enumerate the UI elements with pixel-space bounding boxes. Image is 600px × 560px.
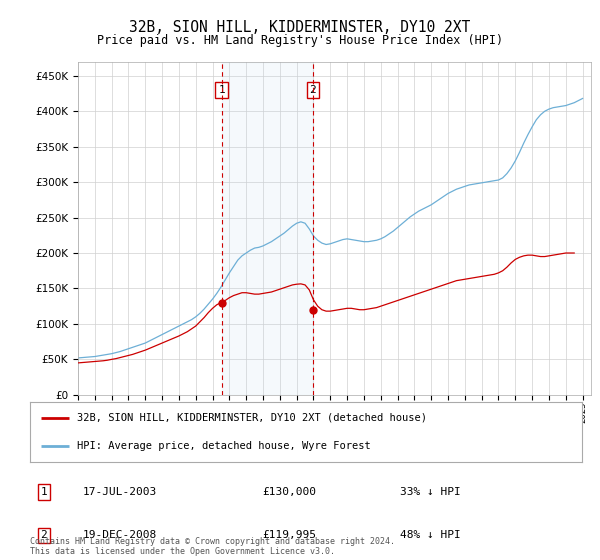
- Text: £119,995: £119,995: [262, 530, 316, 540]
- Bar: [221, 62, 313, 395]
- Text: 17-JUL-2003: 17-JUL-2003: [82, 487, 157, 497]
- Text: Contains HM Land Registry data © Crown copyright and database right 2024.
This d: Contains HM Land Registry data © Crown c…: [30, 536, 395, 556]
- Text: 1: 1: [40, 487, 47, 497]
- Text: 1: 1: [218, 85, 225, 95]
- Text: 2: 2: [310, 85, 316, 95]
- Text: £130,000: £130,000: [262, 487, 316, 497]
- Text: 48% ↓ HPI: 48% ↓ HPI: [400, 530, 461, 540]
- Text: Price paid vs. HM Land Registry's House Price Index (HPI): Price paid vs. HM Land Registry's House …: [97, 34, 503, 46]
- Text: 33% ↓ HPI: 33% ↓ HPI: [400, 487, 461, 497]
- Text: 32B, SION HILL, KIDDERMINSTER, DY10 2XT: 32B, SION HILL, KIDDERMINSTER, DY10 2XT: [130, 20, 470, 35]
- Text: 19-DEC-2008: 19-DEC-2008: [82, 530, 157, 540]
- Text: 2: 2: [40, 530, 47, 540]
- Text: 32B, SION HILL, KIDDERMINSTER, DY10 2XT (detached house): 32B, SION HILL, KIDDERMINSTER, DY10 2XT …: [77, 413, 427, 423]
- Text: HPI: Average price, detached house, Wyre Forest: HPI: Average price, detached house, Wyre…: [77, 441, 371, 451]
